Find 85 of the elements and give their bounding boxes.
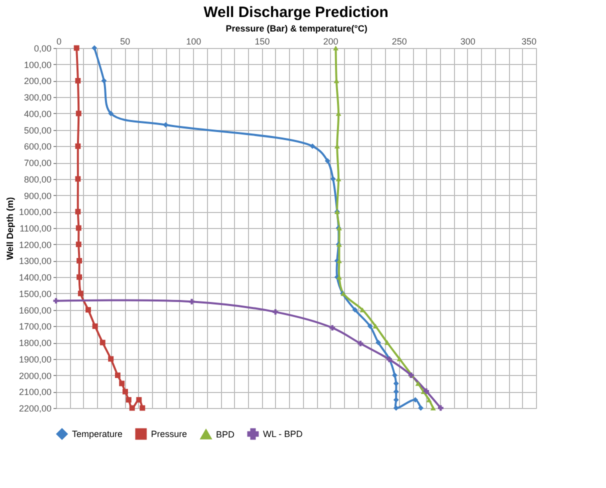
point xyxy=(74,45,80,51)
x-tick-label: 0 xyxy=(56,36,62,46)
y-tick-label: 2000,00 xyxy=(18,370,52,381)
y-tick-label: 400,00 xyxy=(24,108,52,119)
point xyxy=(92,45,98,51)
x-tick-label: 50 xyxy=(120,36,130,46)
point xyxy=(136,397,142,403)
point xyxy=(76,274,82,280)
x-axis-title: Pressure (Bar) & temperature(°C) xyxy=(226,24,368,34)
point xyxy=(430,406,436,410)
point xyxy=(76,110,82,116)
y-tick-label: 800,00 xyxy=(24,174,52,184)
point xyxy=(393,405,399,411)
point xyxy=(418,405,424,411)
point xyxy=(122,388,128,394)
point xyxy=(108,110,114,116)
point xyxy=(392,372,398,378)
point xyxy=(129,405,135,411)
point xyxy=(114,372,120,378)
y-tick-label: 1100,00 xyxy=(20,224,52,234)
y-tick-label: 1400,00 xyxy=(18,272,52,283)
point xyxy=(100,340,106,346)
point xyxy=(85,307,91,313)
point xyxy=(415,381,421,386)
y-tick-label: 300,00 xyxy=(24,92,52,103)
y-tick-label: 700,00 xyxy=(24,158,52,168)
point xyxy=(367,323,373,329)
legend-label: BPD xyxy=(216,429,236,440)
point xyxy=(75,143,81,149)
y-tick-label: 500,00 xyxy=(24,125,52,136)
point xyxy=(75,78,81,84)
point xyxy=(76,242,82,248)
point xyxy=(189,298,195,304)
legend-label: Temperature xyxy=(72,429,123,439)
point xyxy=(396,356,402,362)
x-tick-label: 300 xyxy=(460,36,476,46)
point xyxy=(92,323,98,329)
point xyxy=(372,324,378,329)
point xyxy=(78,290,84,296)
y-tick-label: 1200,00 xyxy=(18,240,52,250)
y-tick-label: 900,00 xyxy=(24,190,52,201)
y-tick-label: 1300,00 xyxy=(18,256,52,266)
point xyxy=(75,176,81,182)
y-tick-label: 1700,00 xyxy=(18,322,52,332)
point xyxy=(438,405,444,411)
point xyxy=(101,78,107,84)
y-tick-label: 2100,00 xyxy=(18,387,52,398)
point xyxy=(358,340,364,346)
point xyxy=(384,340,390,345)
x-tick-label: 250 xyxy=(392,36,407,46)
point xyxy=(333,46,339,50)
point xyxy=(126,397,132,403)
y-axis-title: Well Depth (m) xyxy=(4,197,15,260)
legend-label: WL - BPD xyxy=(263,429,304,439)
y-tick-label: 600,00 xyxy=(24,142,52,152)
point xyxy=(272,309,278,315)
point xyxy=(330,325,336,331)
y-tick-label: 1000,00 xyxy=(18,207,52,218)
point xyxy=(108,356,114,362)
y-tick-label: 0,00 xyxy=(34,44,52,54)
x-tick-label: 100 xyxy=(186,36,202,46)
point xyxy=(53,298,59,304)
y-tick-label: 1600,00 xyxy=(18,305,52,316)
point xyxy=(426,397,432,402)
chart-title: Well Discharge Prediction xyxy=(204,4,388,21)
point xyxy=(324,158,330,164)
y-tick-label: 1800,00 xyxy=(18,338,52,348)
point xyxy=(140,405,146,411)
y-tick-label: 2200,00 xyxy=(18,404,52,414)
point xyxy=(119,380,125,386)
x-tick-label: 150 xyxy=(254,36,270,46)
legend-label: Pressure xyxy=(151,429,188,439)
point xyxy=(352,307,358,313)
point xyxy=(310,143,316,149)
point xyxy=(424,388,430,394)
point xyxy=(76,225,82,231)
point xyxy=(76,258,82,264)
y-tick-label: 1500,00 xyxy=(18,288,52,299)
point xyxy=(75,208,81,214)
y-tick-label: 1900,00 xyxy=(18,354,52,364)
point xyxy=(376,340,382,346)
x-tick-label: 350 xyxy=(521,36,536,46)
x-tick-label: 200 xyxy=(323,36,338,46)
y-tick-label: 200,00 xyxy=(24,76,52,86)
y-tick-label: 100,00 xyxy=(24,60,52,70)
